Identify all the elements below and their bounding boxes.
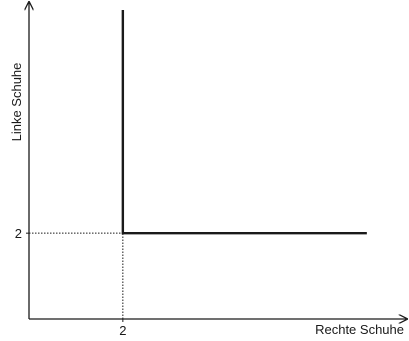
guide-lines — [29, 232, 124, 319]
x-axis-label: Rechte Schuhe — [315, 322, 404, 337]
y-tick-label-2: 2 — [15, 226, 22, 241]
y-ticks: 2 — [15, 226, 29, 241]
y-axis-label: Linke Schuhe — [9, 63, 24, 142]
series-line-1 — [121, 10, 367, 235]
x-tick-label-2: 2 — [119, 323, 126, 338]
x-ticks: 2 — [119, 319, 126, 338]
data-series — [121, 10, 367, 235]
